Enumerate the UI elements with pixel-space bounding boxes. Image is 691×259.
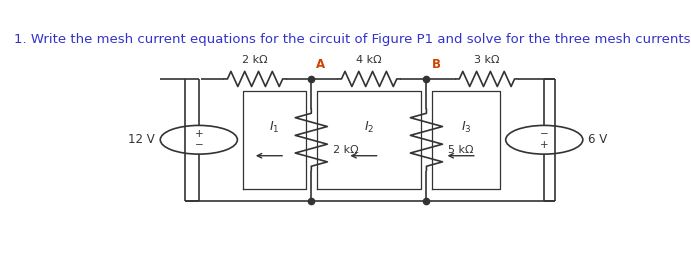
Text: 5 kΩ: 5 kΩ bbox=[448, 145, 473, 155]
Text: 2 kΩ: 2 kΩ bbox=[333, 145, 359, 155]
Text: +: + bbox=[540, 140, 549, 150]
Text: 6 V: 6 V bbox=[588, 133, 607, 146]
Text: −: − bbox=[194, 140, 203, 150]
Text: $I_2$: $I_2$ bbox=[363, 120, 374, 135]
Text: $I_1$: $I_1$ bbox=[269, 120, 280, 135]
Text: B: B bbox=[432, 58, 441, 71]
Text: 4 kΩ: 4 kΩ bbox=[357, 55, 382, 65]
Text: 2 kΩ: 2 kΩ bbox=[243, 55, 268, 65]
Text: −: − bbox=[540, 129, 549, 139]
Text: $I_3$: $I_3$ bbox=[461, 120, 471, 135]
Text: 3 kΩ: 3 kΩ bbox=[474, 55, 500, 65]
Text: 12 V: 12 V bbox=[128, 133, 155, 146]
Text: +: + bbox=[195, 129, 203, 139]
Text: 1. Write the mesh current equations for the circuit of Figure P1 and solve for t: 1. Write the mesh current equations for … bbox=[14, 33, 691, 46]
Text: A: A bbox=[316, 58, 325, 71]
